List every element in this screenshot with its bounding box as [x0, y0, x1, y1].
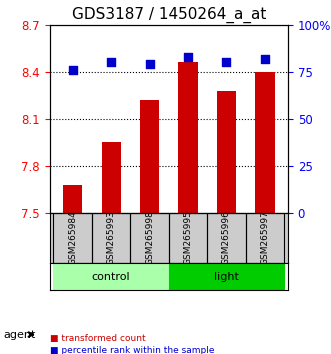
Text: agent: agent: [3, 330, 36, 339]
Bar: [54, 213, 92, 263]
Title: GDS3187 / 1450264_a_at: GDS3187 / 1450264_a_at: [71, 7, 266, 23]
Bar: [255, 72, 274, 213]
Point: [147, 62, 152, 67]
Bar: [207, 213, 246, 263]
Point: [224, 59, 229, 65]
Text: GSM265997: GSM265997: [260, 211, 269, 266]
Text: GSM265984: GSM265984: [68, 211, 77, 266]
Text: GSM265998: GSM265998: [145, 211, 154, 266]
Bar: [54, 263, 169, 290]
Text: ■ percentile rank within the sample: ■ percentile rank within the sample: [50, 346, 214, 354]
Bar: [217, 91, 236, 213]
Text: ■ transformed count: ■ transformed count: [50, 333, 145, 343]
Text: GSM265995: GSM265995: [183, 211, 193, 266]
Text: GSM265996: GSM265996: [222, 211, 231, 266]
Point: [185, 54, 191, 59]
Bar: [102, 142, 121, 213]
Bar: [140, 100, 159, 213]
Text: light: light: [214, 272, 239, 282]
Bar: [92, 213, 130, 263]
Text: GSM265993: GSM265993: [107, 211, 116, 266]
Point: [262, 56, 267, 62]
Point: [70, 67, 75, 73]
Bar: [130, 213, 169, 263]
Bar: [169, 263, 284, 290]
Text: control: control: [92, 272, 130, 282]
Bar: [63, 185, 82, 213]
Bar: [246, 213, 284, 263]
Point: [109, 59, 114, 65]
Bar: [169, 213, 207, 263]
Bar: [178, 62, 198, 213]
